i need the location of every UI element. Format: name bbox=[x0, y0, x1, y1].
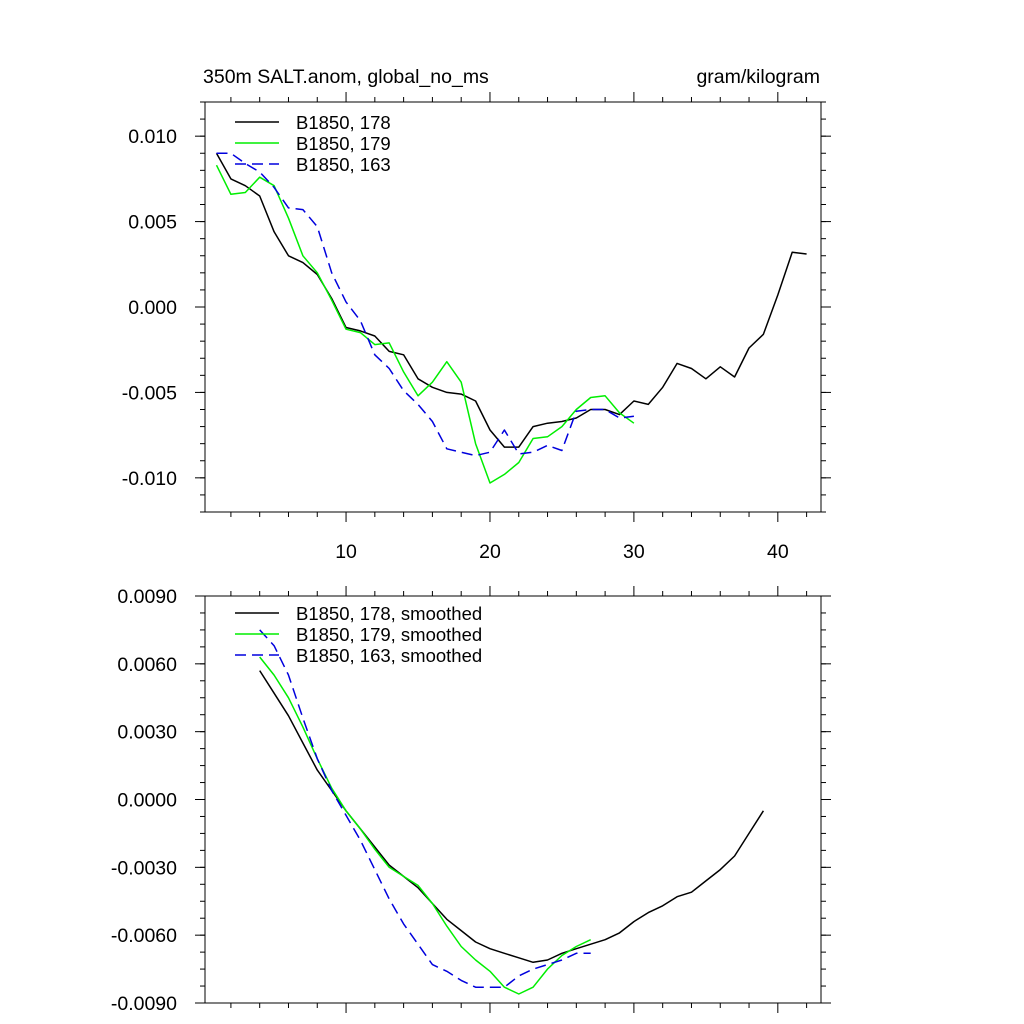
y-tick-label: -0.005 bbox=[122, 382, 177, 404]
y-tick-label: 0.0030 bbox=[117, 722, 177, 744]
series-line-2 bbox=[216, 152, 634, 457]
x-tick-label: 30 bbox=[623, 541, 645, 563]
y-tick-label: 0.0060 bbox=[117, 654, 177, 676]
legend-label: B1850, 178 bbox=[296, 112, 391, 133]
legend-label: B1850, 179 bbox=[296, 133, 391, 154]
legend-label: B1850, 163, smoothed bbox=[296, 645, 482, 666]
series-line-2 bbox=[259, 629, 591, 988]
x-tick-label: 20 bbox=[479, 541, 501, 563]
series-line-0 bbox=[259, 670, 765, 964]
series-line-0 bbox=[215, 152, 807, 448]
x-tick-label: 10 bbox=[335, 541, 357, 563]
y-tick-label: 0.0000 bbox=[117, 790, 177, 812]
legend-label: B1850, 178, smoothed bbox=[296, 603, 482, 624]
units-label: gram/kilogram bbox=[696, 66, 820, 88]
y-tick-label: -0.0030 bbox=[111, 857, 177, 879]
top-panel-raw: 10 20 30 40 -0.010 -0.005 0.000 0.005 0.010 B1850… bbox=[122, 92, 831, 563]
x-tick-label: 40 bbox=[767, 541, 789, 563]
legend-label: B1850, 179, smoothed bbox=[296, 624, 482, 645]
y-tick-label: -0.0090 bbox=[111, 993, 177, 1015]
y-tick-label: 0.005 bbox=[128, 212, 177, 234]
y-tick-label: 0.000 bbox=[128, 297, 177, 319]
bottom-panel-smoothed: -0.0090 -0.0060 -0.0030 0.0000 0.0030 0.0060 0… bbox=[111, 586, 831, 1015]
y-tick-label: -0.010 bbox=[122, 468, 177, 490]
y-tick-label: 0.0090 bbox=[117, 586, 177, 608]
y-tick-label: -0.0060 bbox=[111, 925, 177, 947]
legend-label: B1850, 163 bbox=[296, 154, 391, 175]
series-line-1 bbox=[259, 656, 592, 995]
chart-title: 350m SALT.anom, global_no_ms bbox=[203, 66, 489, 88]
y-tick-label: 0.010 bbox=[128, 126, 177, 148]
series-line-1 bbox=[215, 164, 635, 484]
